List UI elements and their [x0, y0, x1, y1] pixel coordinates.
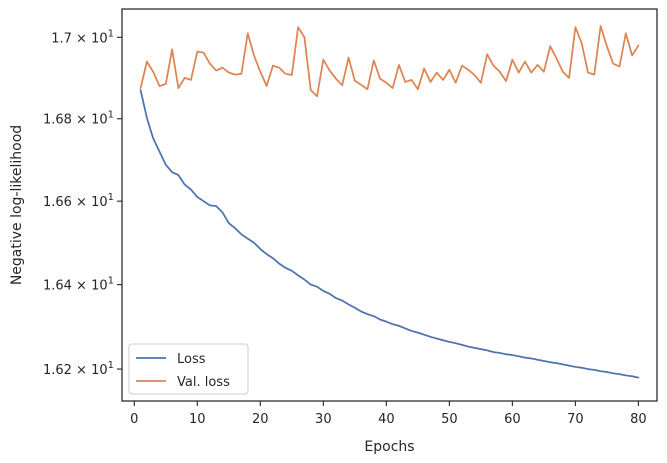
legend-label-val-loss: Val. loss	[177, 375, 230, 390]
y-tick-label: 1.68 × 101	[43, 110, 114, 128]
legend: Loss Val. loss	[128, 343, 249, 395]
y-tick-label: 1.64 × 101	[43, 276, 114, 294]
ticks-layer: 0 10 20 30 40 50 60 70 80 1.62 × 101 1.64 × 101 1.6…	[43, 28, 647, 427]
x-tick-label: 30	[315, 412, 332, 427]
x-tick-label: 50	[441, 412, 458, 427]
y-axis-label: Negative log-likelihood	[9, 125, 25, 285]
x-tick-label: 20	[252, 412, 269, 427]
y-tick-label: 1.66 × 101	[43, 192, 114, 210]
plot-area	[122, 9, 657, 401]
y-tick-label: 1.62 × 101	[43, 360, 114, 378]
x-tick-label: 10	[189, 412, 206, 427]
y-tick-label: 1.7 × 101	[51, 28, 114, 46]
plot-frame	[121, 8, 658, 402]
series-line-loss	[139, 89, 640, 379]
x-tick-label: 40	[378, 412, 395, 427]
legend-label-loss: Loss	[177, 352, 206, 367]
series-line-val-loss	[139, 25, 640, 98]
x-tick-label: 80	[630, 412, 647, 427]
x-axis-label: Epochs	[364, 439, 414, 455]
x-tick-label: 70	[567, 412, 584, 427]
x-tick-label: 60	[504, 412, 521, 427]
series-layer	[139, 25, 640, 379]
x-tick-label: 0	[130, 412, 138, 427]
